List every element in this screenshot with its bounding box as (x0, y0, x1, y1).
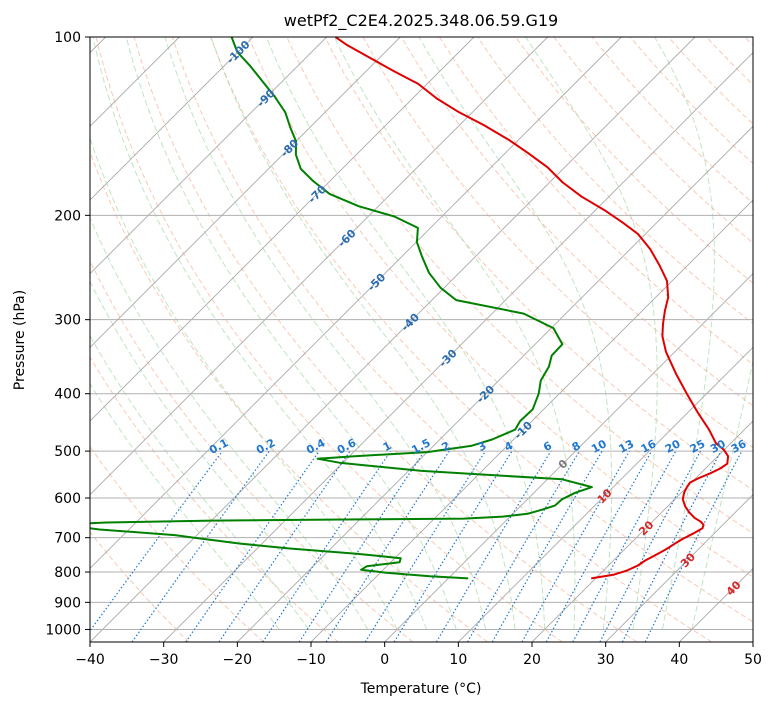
moist-adiabat-line (92, 37, 428, 630)
isotherm-line (90, 37, 327, 275)
mixing-ratio-label: 13 (617, 437, 637, 456)
mixing-ratio-label: 16 (639, 437, 659, 456)
dry-adiabat-line (90, 150, 488, 642)
isotherm-line (531, 420, 753, 642)
mixing-ratio-line (262, 450, 392, 642)
isotherm-line (605, 494, 753, 642)
isotherm-line (310, 199, 753, 642)
moist-adiabat-line (125, 37, 457, 630)
moist-adiabat-line (90, 136, 398, 630)
data-series (90, 37, 730, 580)
dry-adiabat-line (400, 37, 753, 407)
moist-adiabat-line (90, 382, 280, 630)
y-tick-label: 100 (54, 30, 81, 46)
mixing-ratio-line (298, 450, 425, 642)
dry-adiabat-line (477, 37, 753, 325)
y-axis-title: Pressure (hPa) (12, 290, 28, 390)
mixing-ratio-label: 30 (708, 437, 728, 456)
x-tick-label: −30 (149, 652, 179, 668)
mixing-ratio-line (521, 450, 631, 642)
dry-adiabat-line (90, 259, 414, 642)
x-axis-title: Temperature (°C) (360, 681, 482, 697)
moist-adiabat-line (90, 216, 369, 630)
dry-adiabat-line (133, 37, 638, 642)
plot-frame (89, 36, 754, 643)
mixing-ratio-label: 25 (688, 437, 708, 456)
isotherm-line (384, 273, 753, 642)
y-tick-label: 700 (54, 531, 81, 547)
x-tick-label: 10 (449, 652, 467, 668)
isotherm-line (90, 37, 622, 569)
mixing-ratio-line (435, 450, 552, 642)
moist-adiabat-line (333, 37, 576, 630)
dewpoint-profile-line (90, 37, 593, 580)
dry-adiabat-line (90, 531, 190, 642)
mixing-ratio-line (644, 450, 743, 642)
dry-adiabat-line (324, 37, 753, 491)
y-tick-label: 500 (54, 444, 81, 460)
dry-adiabat-line (210, 37, 753, 623)
isotherm-line (90, 37, 254, 201)
isotherm-line (90, 37, 475, 422)
dry-adiabat-line (553, 37, 753, 244)
mixing-ratio-line (599, 450, 702, 642)
moist-adiabat-line (654, 37, 715, 630)
moist-adiabat-line (265, 37, 546, 630)
mixing-ratio-line (545, 450, 653, 642)
axis-ticks: −40 −30 −20 −10 0 10 20 30 40 50 100 200 300 400 500 60… (45, 30, 762, 668)
x-tick-label: 0 (380, 652, 389, 668)
moist-adiabat-line (210, 37, 516, 630)
moist-adiabat-line (525, 37, 658, 630)
y-tick-label: 1000 (45, 622, 81, 638)
x-tick-label: −40 (75, 652, 105, 668)
dry-adiabat-line (90, 355, 339, 642)
dry-adiabat-line (591, 37, 753, 204)
x-tick-label: 20 (523, 652, 541, 668)
dry-adiabat-line (171, 37, 712, 642)
isotherm-line (90, 37, 401, 348)
y-tick-label: 400 (54, 387, 81, 403)
mixing-ratio-line (218, 450, 351, 642)
x-tick-label: 40 (670, 652, 688, 668)
background-lines (90, 37, 753, 642)
mixing-ratio-line (621, 450, 722, 642)
isotherm-line (163, 52, 753, 642)
dry-adiabat-line (286, 37, 753, 534)
x-tick-label: 30 (597, 652, 615, 668)
y-tick-label: 900 (54, 595, 81, 611)
mixing-ratio-label: 36 (729, 437, 749, 456)
mixing-ratio-label: 10 (589, 437, 609, 456)
dry-adiabat-line (95, 37, 563, 642)
moist-adiabat-line (418, 37, 613, 630)
y-tick-label: 800 (54, 565, 81, 581)
isotherm-line (90, 37, 696, 642)
isotherm-line (458, 346, 753, 642)
moist-adiabat-line (691, 358, 753, 630)
mixing-ratio-line (325, 450, 450, 642)
mixing-ratio-line (90, 450, 223, 632)
isotherm-line (237, 125, 753, 642)
mixing-ratio-label: 20 (663, 437, 683, 456)
moist-adiabat-line (164, 37, 487, 630)
x-tick-label: 50 (744, 652, 762, 668)
dry-adiabat-line (438, 37, 753, 365)
mixing-ratio-line (572, 450, 677, 642)
temperature-profile-line (334, 37, 730, 580)
plot-background (90, 37, 753, 642)
x-tick-label: −10 (296, 652, 326, 668)
mixing-ratio-line (364, 450, 486, 642)
dry-adiabat-line (248, 37, 753, 578)
isotherm-line (90, 37, 548, 496)
y-tick-label: 200 (54, 208, 81, 224)
mixing-ratio-line (185, 450, 320, 642)
y-tick-label: 300 (54, 313, 81, 329)
chart-title: wetPf2_C2E4.2025.348.06.59.G19 (284, 11, 558, 31)
x-tick-label: −20 (223, 652, 253, 668)
mixing-ratio-line (393, 450, 513, 642)
y-tick-label: 600 (54, 491, 81, 507)
